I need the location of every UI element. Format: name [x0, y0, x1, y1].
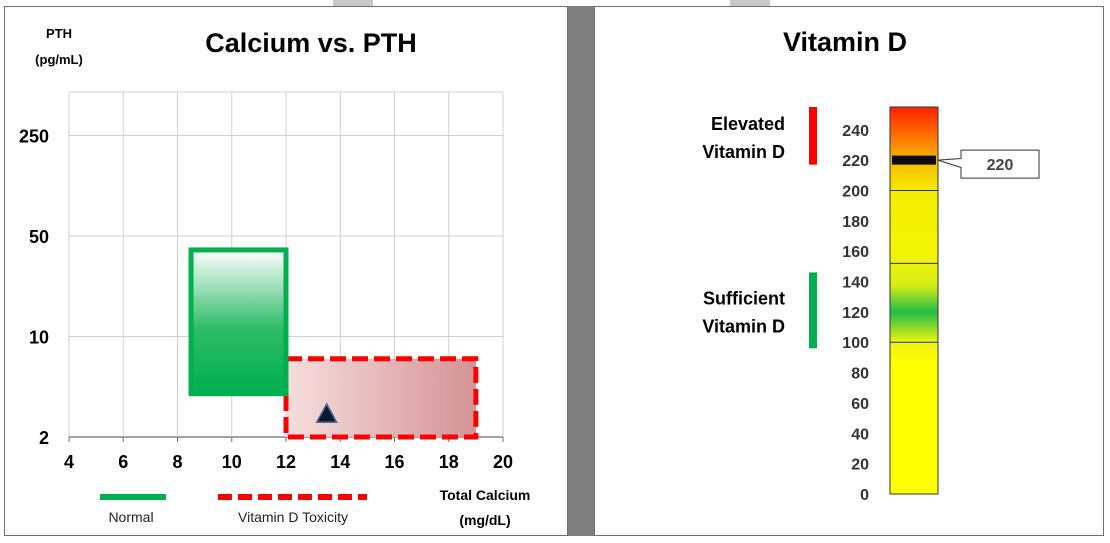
gauge-tick-label: 140	[842, 275, 869, 292]
y-tick-label: 50	[29, 227, 49, 247]
gauge-tick-label: 100	[842, 335, 869, 352]
x-tick-label: 20	[493, 452, 513, 472]
legend-normal-label: Normal	[108, 509, 153, 525]
y-tick-label: 250	[19, 127, 49, 147]
elevated-label-line1: Elevated	[711, 114, 785, 134]
gauge-tick-label: 40	[851, 426, 869, 443]
x-tick-label: 8	[172, 452, 182, 472]
sufficient-zone-bar	[809, 272, 817, 349]
x-tick-label: 4	[64, 452, 74, 472]
calcium-pth-chart: Calcium vs. PTH PTH (pg/mL) 4 6 8 10 12 14 16 1…	[19, 26, 531, 528]
x-axis-label-line2: (mg/dL)	[459, 512, 510, 528]
gauge-tick-label: 80	[851, 366, 869, 383]
gauge-tick-label: 20	[851, 457, 869, 474]
y-tick-label: 10	[29, 328, 49, 348]
sufficient-label-line1: Sufficient	[703, 288, 785, 308]
gauge-value-marker	[892, 155, 936, 165]
gauge-tick-label: 0	[860, 487, 869, 504]
gauge-tick-label: 220	[842, 153, 869, 170]
value-callout-label: 220	[987, 157, 1014, 174]
panel-divider	[568, 6, 594, 536]
x-axis-label-line1: Total Calcium	[440, 487, 531, 503]
x-tick-label: 6	[118, 452, 128, 472]
vitamin-d-gauge: Vitamin D Elevated Vitamin D Sufficient Vit…	[702, 27, 1040, 504]
toxicity-region-border	[283, 356, 479, 440]
gauge-tick-label: 60	[851, 396, 869, 413]
toxicity-region-fill	[286, 358, 476, 437]
gauge-tick-label: 180	[842, 214, 869, 231]
gauge-bar	[889, 106, 939, 495]
x-tick-label: 14	[330, 452, 350, 472]
x-tick-label: 10	[222, 452, 242, 472]
sufficient-label-line2: Vitamin D	[702, 316, 785, 336]
elevated-zone-bar	[809, 107, 817, 165]
top-tab-right	[730, 0, 770, 6]
calcium-pth-panel: Calcium vs. PTH PTH (pg/mL) 4 6 8 10 12 14 16 1…	[4, 6, 568, 536]
normal-region	[188, 247, 289, 397]
chart-title: Calcium vs. PTH	[205, 28, 417, 58]
gauge-tick-label: 160	[842, 244, 869, 261]
x-tick-label: 12	[276, 452, 296, 472]
patient-marker-triangle	[315, 402, 338, 424]
gauge-tick-label: 240	[842, 123, 869, 140]
gauge-tick-label: 200	[842, 183, 869, 200]
value-callout-box	[937, 149, 1040, 179]
x-tick-label: 16	[384, 452, 404, 472]
gauge-tick-label: 120	[842, 305, 869, 322]
x-tick-label: 18	[439, 452, 459, 472]
gauge-title: Vitamin D	[783, 27, 907, 57]
y-axis-label-line2: (pg/mL)	[35, 52, 83, 67]
y-axis-label-line1: PTH	[46, 26, 72, 41]
elevated-label-line2: Vitamin D	[702, 142, 785, 162]
legend: Normal Vitamin D Toxicity	[100, 494, 367, 525]
y-tick-label: 2	[39, 428, 49, 448]
legend-toxicity-label: Vitamin D Toxicity	[238, 509, 348, 525]
vitamin-d-panel: Vitamin D Elevated Vitamin D Sufficient Vit…	[594, 6, 1104, 536]
top-tab-left	[333, 0, 373, 6]
